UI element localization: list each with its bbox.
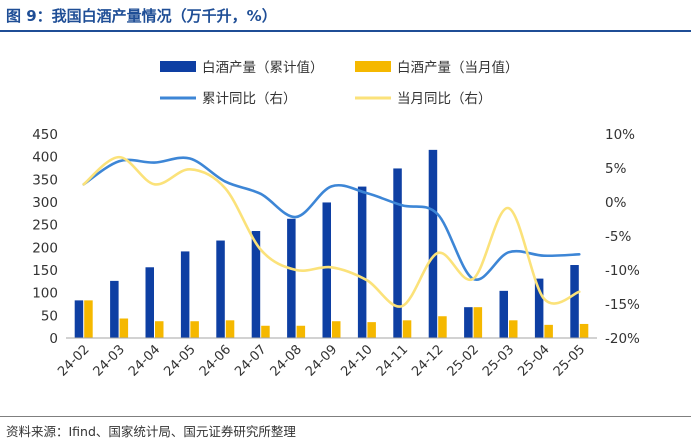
line-monthly-yoy [82,155,581,308]
legend-swatch-0 [160,61,196,72]
left-tick-label-3: 150 [32,263,58,279]
bar-cumulative-9 [393,168,402,338]
footer-divider [0,416,691,417]
category-label-6: 24-08 [268,342,305,379]
category-label-9: 24-11 [374,342,411,379]
bar-monthly-11 [473,307,483,338]
left-tick-label-6: 300 [32,195,58,211]
category-label-10: 24-12 [409,342,446,379]
right-tick-label-3: -5% [605,229,631,245]
bar-group [74,149,589,338]
legend-label-1: 白酒产量（当月值） [397,60,519,76]
legend: 白酒产量（累计值） 白酒产量（当月值） 累计同比（右） 当月同比（右） [160,60,519,107]
bar-monthly-1 [119,318,129,338]
category-label-1: 24-03 [91,342,128,379]
bar-monthly-6 [296,325,306,338]
left-tick-label-5: 250 [32,218,58,234]
legend-swatch-1 [355,61,391,72]
bar-cumulative-1 [110,280,119,338]
bar-cumulative-12 [499,290,508,338]
category-label-5: 24-07 [232,342,269,379]
left-tick-label-1: 50 [41,308,58,324]
bar-monthly-8 [367,322,376,338]
bar-cumulative-13 [534,278,544,338]
bar-cumulative-4 [216,240,225,338]
bar-cumulative-11 [464,307,473,338]
category-label-12: 25-03 [480,342,517,379]
bar-monthly-2 [155,321,164,338]
line-group [82,155,581,308]
bar-monthly-0 [84,300,93,338]
bar-cumulative-5 [251,231,261,338]
bar-cumulative-8 [357,186,367,338]
page-title: 图 9：我国白酒产量情况（万千升，%） [6,7,277,25]
bar-monthly-9 [402,320,412,338]
bar-monthly-13 [544,324,553,338]
bar-cumulative-10 [428,149,438,338]
category-label-4: 24-06 [197,342,234,379]
category-label-7: 24-09 [303,342,340,379]
bar-cumulative-6 [287,218,296,338]
category-label-11: 25-02 [445,342,482,379]
left-tick-label-0: 0 [49,331,58,347]
category-label-8: 24-10 [338,342,375,379]
bar-cumulative-2 [145,267,154,338]
title-divider [0,30,691,32]
right-tick-label-0: -20% [605,331,640,347]
bar-cumulative-7 [322,202,331,338]
legend-label-3: 当月同比（右） [397,91,492,107]
right-tick-label-4: 0% [605,195,627,211]
left-tick-label-8: 400 [32,150,58,166]
line-cumulative-yoy [82,156,581,281]
bar-monthly-3 [190,321,199,338]
bar-cumulative-0 [74,300,84,338]
legend-label-0: 白酒产量（累计值） [202,60,324,76]
category-label-3: 24-05 [161,342,198,379]
bar-monthly-4 [225,320,235,338]
left-tick-label-4: 200 [32,240,58,256]
bar-cumulative-3 [180,251,190,338]
bar-monthly-5 [261,325,270,338]
right-tick-label-5: 5% [605,161,627,177]
category-label-0: 24-02 [55,342,92,379]
legend-label-2: 累计同比（右） [202,91,297,107]
left-tick-label-2: 100 [32,286,58,302]
category-label-14: 25-05 [551,342,588,379]
category-label-2: 24-04 [126,342,163,379]
production-chart: 白酒产量（累计值） 白酒产量（当月值） 累计同比（右） 当月同比（右） 0 50 100 1… [32,60,640,380]
left-tick-label-9: 450 [32,127,58,143]
right-tick-label-1: -15% [605,297,640,313]
bar-cumulative-14 [570,265,579,338]
right-tick-label-2: -10% [605,263,640,279]
category-label-13: 25-04 [515,342,552,379]
right-tick-label-6: 10% [605,127,635,143]
bar-monthly-7 [332,321,341,338]
bar-monthly-14 [579,323,589,338]
source-note: 资料来源：Ifind、国家统计局、国元证券研究所整理 [6,424,296,439]
left-tick-label-7: 350 [32,172,58,188]
bar-monthly-10 [438,316,447,338]
axes: 0 50 100 150 200 250 300 350 400 450 -20% -15% -10% -… [32,127,640,380]
bar-monthly-12 [509,320,518,338]
